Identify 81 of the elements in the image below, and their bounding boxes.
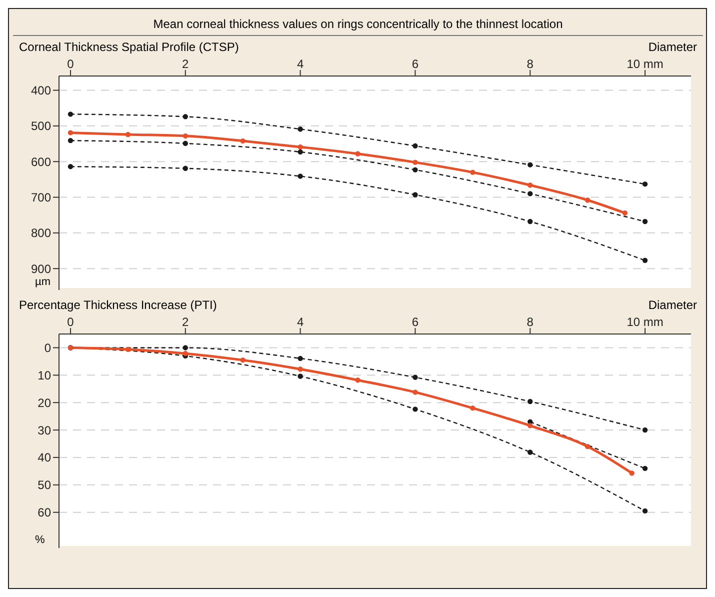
point [412, 406, 418, 412]
y-tick-label: 60 [38, 506, 52, 520]
x-tick-label: 8 [526, 57, 534, 71]
point [182, 133, 188, 139]
y-tick-label: 30 [38, 423, 52, 438]
y-tick-label: 20 [38, 396, 52, 410]
point [298, 366, 303, 372]
y-tick-label: 600 [30, 154, 52, 169]
point [68, 112, 74, 117]
point [355, 377, 360, 383]
point [355, 151, 360, 156]
chart-subtitle: Corneal Thickness Spatial Profile (CTSP) [19, 40, 239, 54]
y-axis-title: % [35, 534, 45, 546]
chart-title: Mean corneal thickness values on rings concentrically to the thinnest location [13, 13, 703, 36]
point [412, 192, 418, 198]
point [642, 466, 648, 472]
point [182, 140, 188, 146]
point [642, 181, 648, 187]
point [240, 138, 246, 144]
point [298, 149, 303, 155]
point [412, 143, 418, 149]
point [528, 182, 533, 188]
point [298, 174, 303, 179]
point [629, 470, 634, 476]
point [298, 126, 303, 132]
y-tick-label: 700 [30, 190, 52, 205]
point [68, 138, 74, 144]
y-tick-label: 50 [38, 478, 52, 492]
point [298, 374, 303, 379]
point [412, 390, 418, 395]
point [182, 114, 188, 120]
y-tick-label: 800 [30, 226, 52, 240]
point [528, 398, 533, 404]
point [298, 356, 303, 362]
x-axis-title: Diameter [648, 40, 697, 54]
x-tick-label: 6 [412, 57, 419, 71]
point [182, 345, 188, 350]
point [584, 444, 590, 450]
point [125, 346, 131, 352]
x-tick-label: 4 [296, 315, 304, 329]
y-tick-label: 500 [30, 119, 52, 134]
point [470, 405, 476, 411]
point [412, 167, 418, 172]
point [68, 164, 74, 170]
x-tick-label: 0 [67, 315, 74, 329]
point [528, 162, 533, 168]
point [584, 198, 590, 203]
point [528, 218, 533, 224]
x-tick-label: 10 mm [626, 315, 664, 329]
x-tick-label: 8 [526, 315, 534, 329]
y-axis-title: µm [35, 276, 51, 288]
point [412, 160, 418, 165]
point [642, 218, 648, 224]
y-tick-label: 40 [38, 450, 52, 465]
point [528, 423, 533, 428]
y-tick-label: 400 [30, 84, 52, 98]
x-tick-label: 4 [296, 57, 304, 71]
point [240, 357, 246, 363]
point [470, 170, 476, 175]
x-tick-label: 10 mm [626, 57, 664, 71]
point [622, 210, 628, 216]
y-tick-label: 10 [38, 368, 52, 382]
x-axis-title: Diameter [648, 298, 697, 312]
x-tick-label: 0 [67, 57, 74, 71]
point [642, 258, 648, 263]
point [182, 350, 188, 356]
y-tick-label: 900 [30, 262, 52, 276]
x-tick-label: 2 [182, 315, 190, 329]
point [642, 427, 648, 433]
chart-subtitle: Percentage Thickness Increase (PTI) [19, 298, 217, 312]
point [642, 508, 648, 514]
point [68, 130, 74, 136]
x-tick-label: 6 [412, 315, 419, 329]
point [412, 374, 418, 380]
point [298, 144, 303, 150]
point [528, 450, 533, 455]
x-tick-label: 2 [182, 57, 190, 71]
point [125, 132, 131, 138]
y-tick-label: 0 [44, 340, 52, 355]
point [182, 166, 188, 171]
point [528, 191, 533, 196]
